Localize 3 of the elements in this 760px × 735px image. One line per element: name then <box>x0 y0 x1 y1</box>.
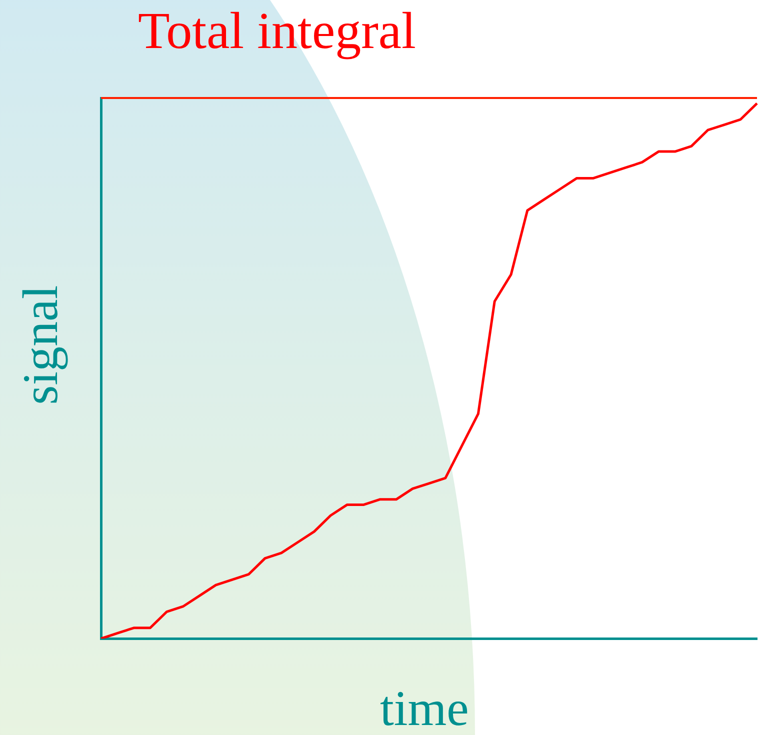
chart-title: Total integral <box>138 2 416 62</box>
x-axis-title: time <box>380 679 469 735</box>
y-axis-title: signal <box>11 285 69 405</box>
